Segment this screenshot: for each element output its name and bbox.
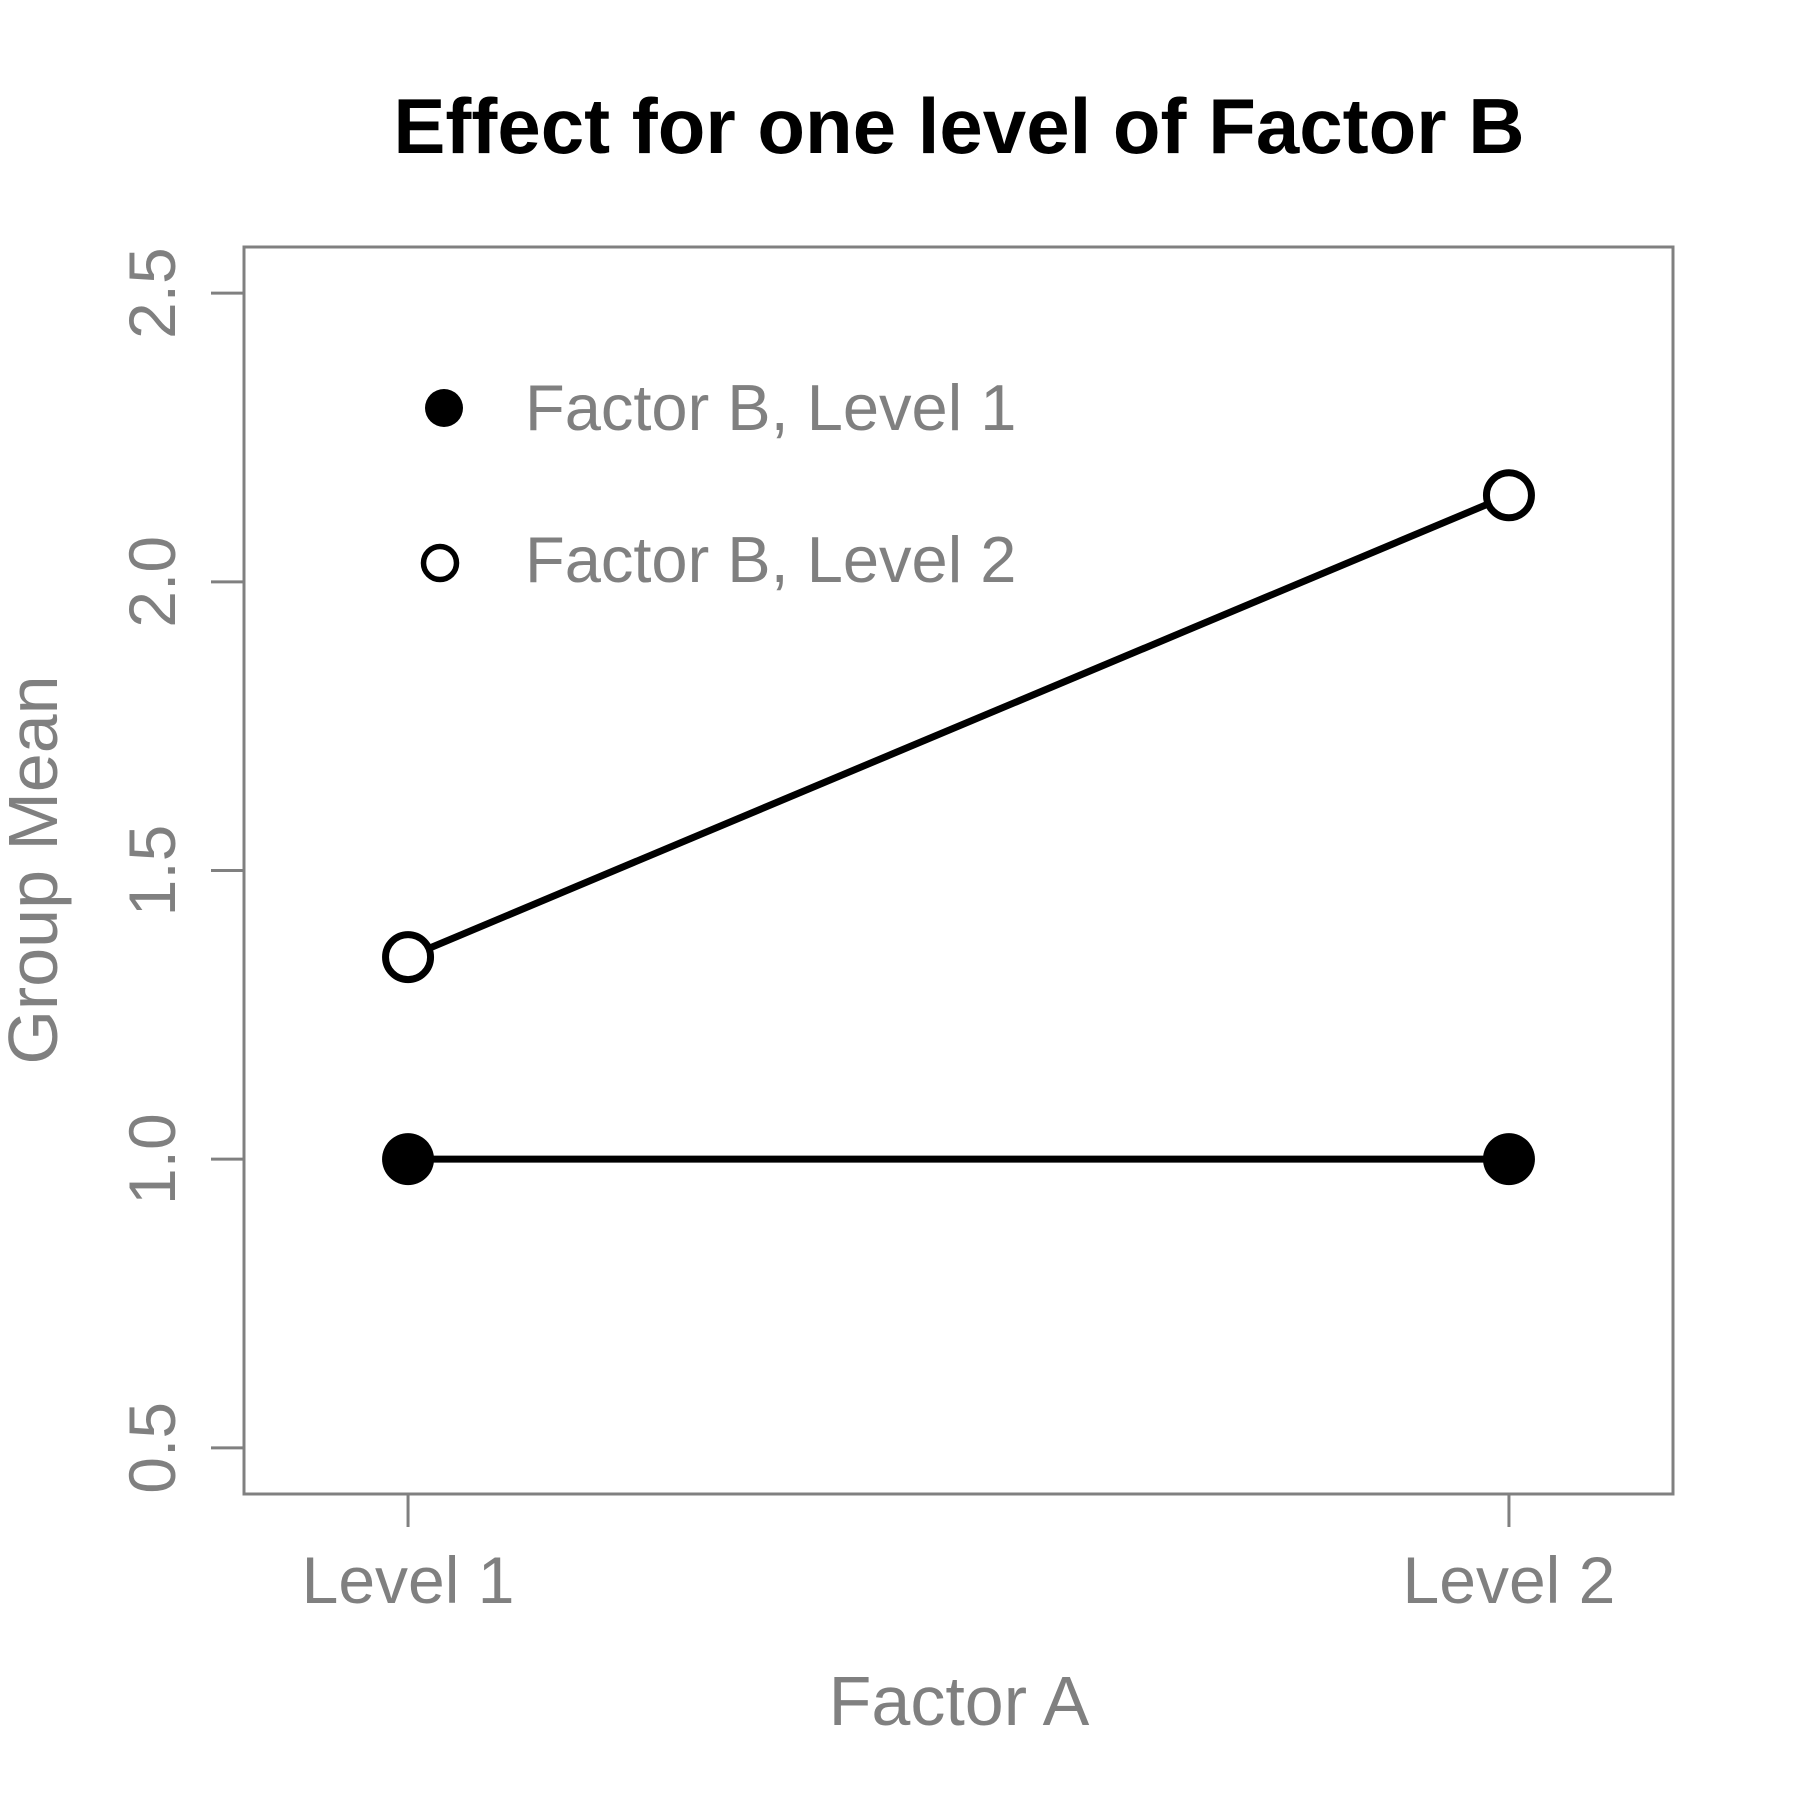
x-tick-label: Level 2: [1403, 1543, 1616, 1617]
y-tick-label: 1.5: [115, 825, 189, 917]
data-series: [382, 469, 1535, 1186]
legend-open-circle-icon: [420, 543, 460, 583]
chart-title: Effect for one level of Factor B: [393, 82, 1524, 170]
legend-entry-label: Factor B, Level 1: [525, 371, 1016, 444]
data-point-open-circle: [1482, 469, 1535, 522]
data-point-filled-circle: [382, 1133, 435, 1186]
y-tick-label: 0.5: [115, 1402, 189, 1494]
x-tick-label: Level 1: [302, 1543, 515, 1617]
y-axis-label: Group Mean: [0, 675, 72, 1064]
legend-filled-circle-icon: [425, 389, 463, 427]
data-point-open-circle: [382, 931, 435, 984]
series-line: [406, 492, 1511, 961]
x-axis-ticks: Level 1 Level 2: [302, 1494, 1616, 1617]
legend-entry-label: Factor B, Level 2: [525, 523, 1016, 596]
y-tick-label: 2.5: [115, 247, 189, 339]
data-point-filled-circle: [1482, 1133, 1535, 1186]
legend: Factor B, Level 1 Factor B, Level 2: [420, 371, 1016, 596]
x-axis-label: Factor A: [829, 1662, 1090, 1740]
y-tick-label: 2.0: [115, 536, 189, 628]
y-tick-label: 1.0: [115, 1113, 189, 1205]
y-axis-ticks: 0.5 1.0 1.5 2.0 2.5: [115, 247, 244, 1494]
